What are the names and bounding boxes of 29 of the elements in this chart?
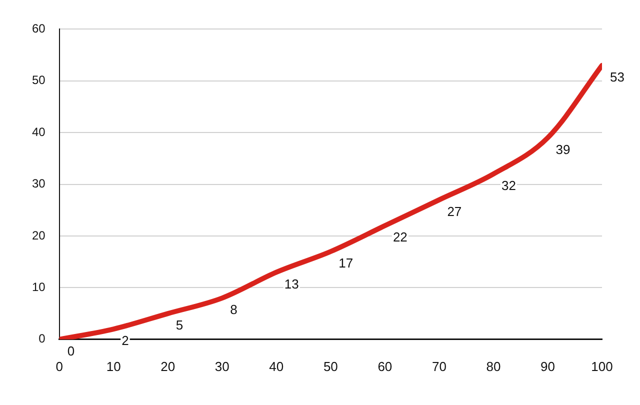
data-label: 22 <box>392 230 408 245</box>
y-tick-label: 30 <box>32 176 46 191</box>
x-tick-label: 100 <box>591 358 613 374</box>
x-tick-label: 90 <box>540 358 555 374</box>
y-tick-label: 0 <box>38 332 46 346</box>
y-tick-label: 10 <box>32 280 46 294</box>
y-tick-label: 40 <box>32 124 46 139</box>
data-label: 13 <box>284 276 299 292</box>
y-tick-label: 20 <box>32 228 46 242</box>
data-label: 53 <box>610 69 624 84</box>
x-tick-label: 20 <box>160 358 176 374</box>
x-tick-label: 80 <box>486 358 501 374</box>
data-label: 0 <box>67 343 75 358</box>
y-tick-label: 50 <box>32 73 46 88</box>
data-label: 39 <box>556 142 570 157</box>
data-label: 27 <box>447 204 462 219</box>
data-label: 8 <box>230 302 238 318</box>
x-tick-label: 70 <box>432 358 446 374</box>
data-label: 2 <box>122 333 129 348</box>
x-tick-label: 30 <box>214 358 230 374</box>
data-label: 17 <box>338 256 354 271</box>
x-tick-label: 60 <box>378 358 392 374</box>
x-tick-label: 50 <box>323 358 338 374</box>
y-tick-label: 60 <box>32 22 46 36</box>
data-label: 32 <box>501 178 516 194</box>
x-tick-label: 40 <box>269 358 284 374</box>
x-tick-label: 0 <box>56 358 63 374</box>
data-label: 5 <box>176 318 184 333</box>
x-tick-label: 10 <box>106 358 121 374</box>
